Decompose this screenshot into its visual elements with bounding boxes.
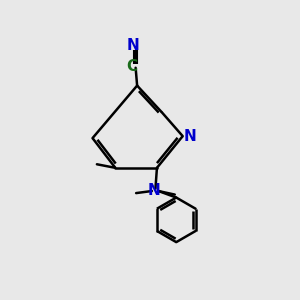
Text: N: N — [148, 183, 161, 198]
Text: C: C — [127, 59, 138, 74]
Text: N: N — [184, 129, 196, 144]
Text: N: N — [126, 38, 139, 53]
